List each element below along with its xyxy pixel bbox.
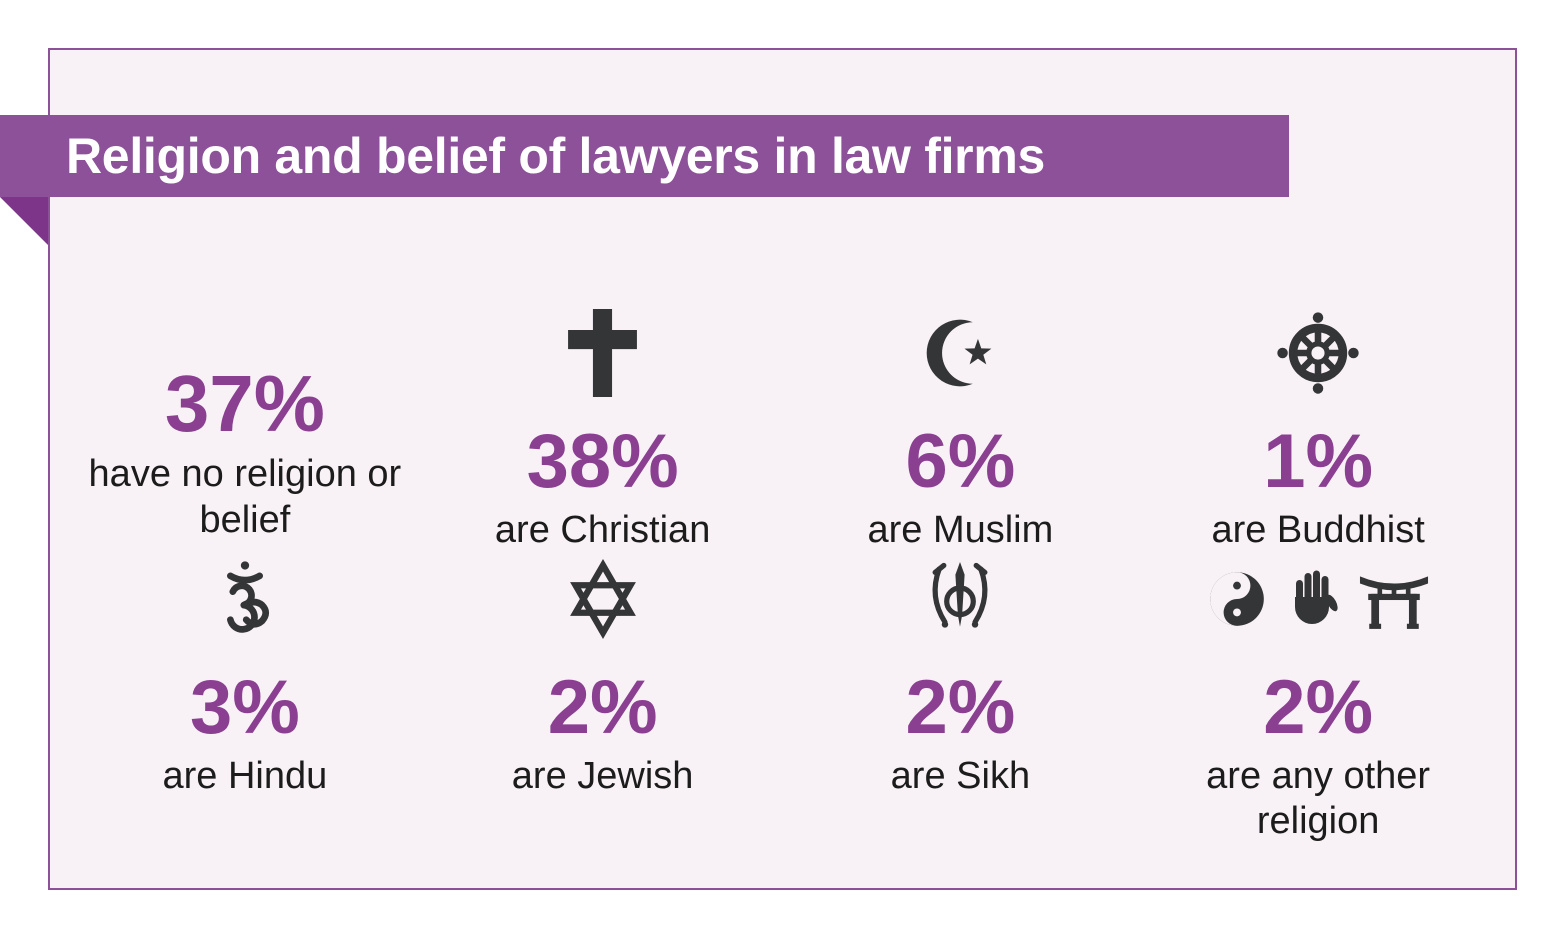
stat-item-christian: 38% are Christian	[424, 308, 782, 554]
other-religions-icons	[1204, 566, 1432, 632]
star-and-crescent-icon	[919, 308, 1001, 398]
star-of-david-icon	[563, 554, 643, 644]
ahimsa-hand-icon	[1282, 567, 1344, 631]
torii-gate-icon	[1356, 566, 1432, 632]
stat-label: are Buddhist	[1211, 509, 1425, 551]
stat-item-muslim: 6% are Muslim	[782, 308, 1140, 554]
stat-label: are Christian	[494, 509, 711, 551]
stat-label: are any other religion	[1206, 754, 1431, 843]
stat-item-hindu: 3% are Hindu	[66, 554, 424, 800]
stat-value: 3%	[189, 664, 300, 750]
dharma-wheel-icon	[1276, 308, 1360, 398]
stat-label: have no religion or belief	[88, 453, 402, 541]
stat-value: 2%	[905, 664, 1016, 750]
stat-label: are Muslim	[867, 509, 1054, 551]
yin-yang-icon	[1204, 566, 1270, 632]
stat-label: are Jewish	[511, 754, 694, 797]
stat-item-no-religion: 37% have no religion or belief	[66, 308, 424, 543]
page-title: Religion and belief of lawyers in law fi…	[66, 128, 1045, 184]
stat-value: 37%	[164, 359, 325, 448]
stat-value: 1%	[1263, 419, 1374, 504]
stat-value: 2%	[547, 664, 658, 750]
title-banner: Religion and belief of lawyers in law fi…	[0, 115, 1289, 197]
om-icon	[206, 554, 284, 644]
stat-item-sikh: 2% are Sikh	[782, 554, 1140, 800]
stat-item-other-religion: 2% are any other religion	[1139, 554, 1497, 845]
stat-value: 38%	[526, 419, 679, 504]
stat-item-buddhist: 1% are Buddhist	[1139, 308, 1497, 554]
khanda-icon	[923, 554, 997, 644]
stat-item-jewish: 2% are Jewish	[424, 554, 782, 800]
stat-value: 2%	[1263, 664, 1374, 750]
stat-label: are Sikh	[890, 754, 1031, 797]
christian-cross-icon	[568, 308, 638, 398]
stats-grid: 37% have no religion or belief 38% are C…	[66, 308, 1497, 845]
banner-fold-triangle	[0, 197, 48, 245]
stat-value: 6%	[905, 419, 1016, 504]
stat-label: are Hindu	[162, 754, 328, 797]
